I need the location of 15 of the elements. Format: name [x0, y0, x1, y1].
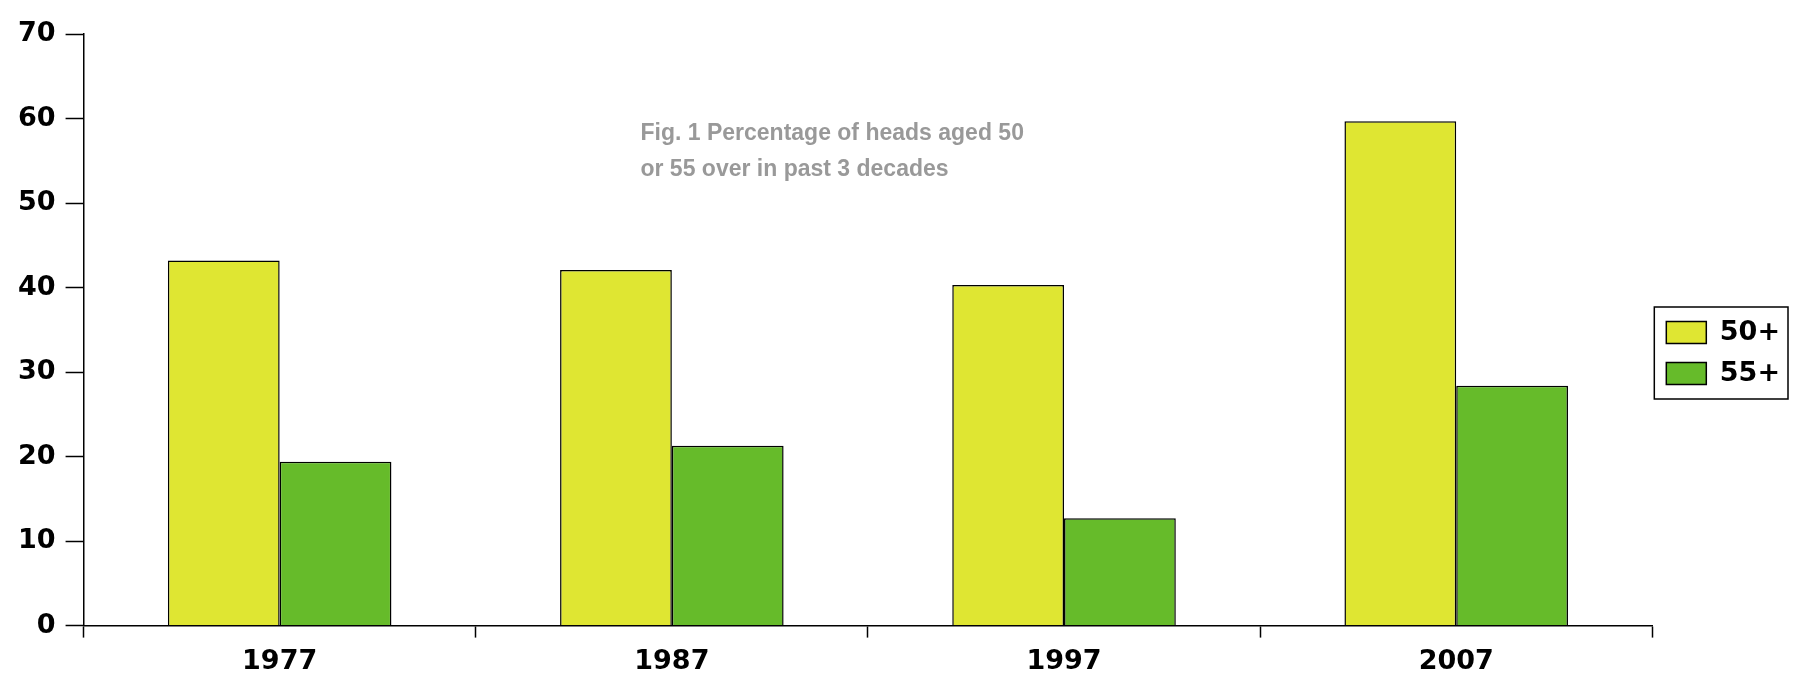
text: Fig. 1 Percentage of heads aged 50 or 55 over in past 3 decades [640, 119, 1024, 182]
x-tick-label: 1987 [634, 643, 710, 675]
legend-label: 55+ [1719, 355, 1781, 387]
x-tick-label: 1997 [1026, 643, 1102, 675]
y-tick-label: 0 [36, 607, 56, 639]
x-tick-label: 1977 [242, 643, 318, 675]
y-tick-label: 10 [18, 523, 56, 555]
y-tick-label: 70 [18, 16, 56, 48]
y-tick-label: 30 [18, 354, 56, 386]
legend-label: 50+ [1719, 314, 1781, 346]
y-tick-label: 20 [18, 438, 56, 470]
y-tick-label: 60 [18, 100, 56, 132]
y-tick-label: 40 [18, 269, 56, 301]
x-tick-label: 2007 [1418, 643, 1494, 675]
y-tick-label: 50 [18, 185, 56, 217]
